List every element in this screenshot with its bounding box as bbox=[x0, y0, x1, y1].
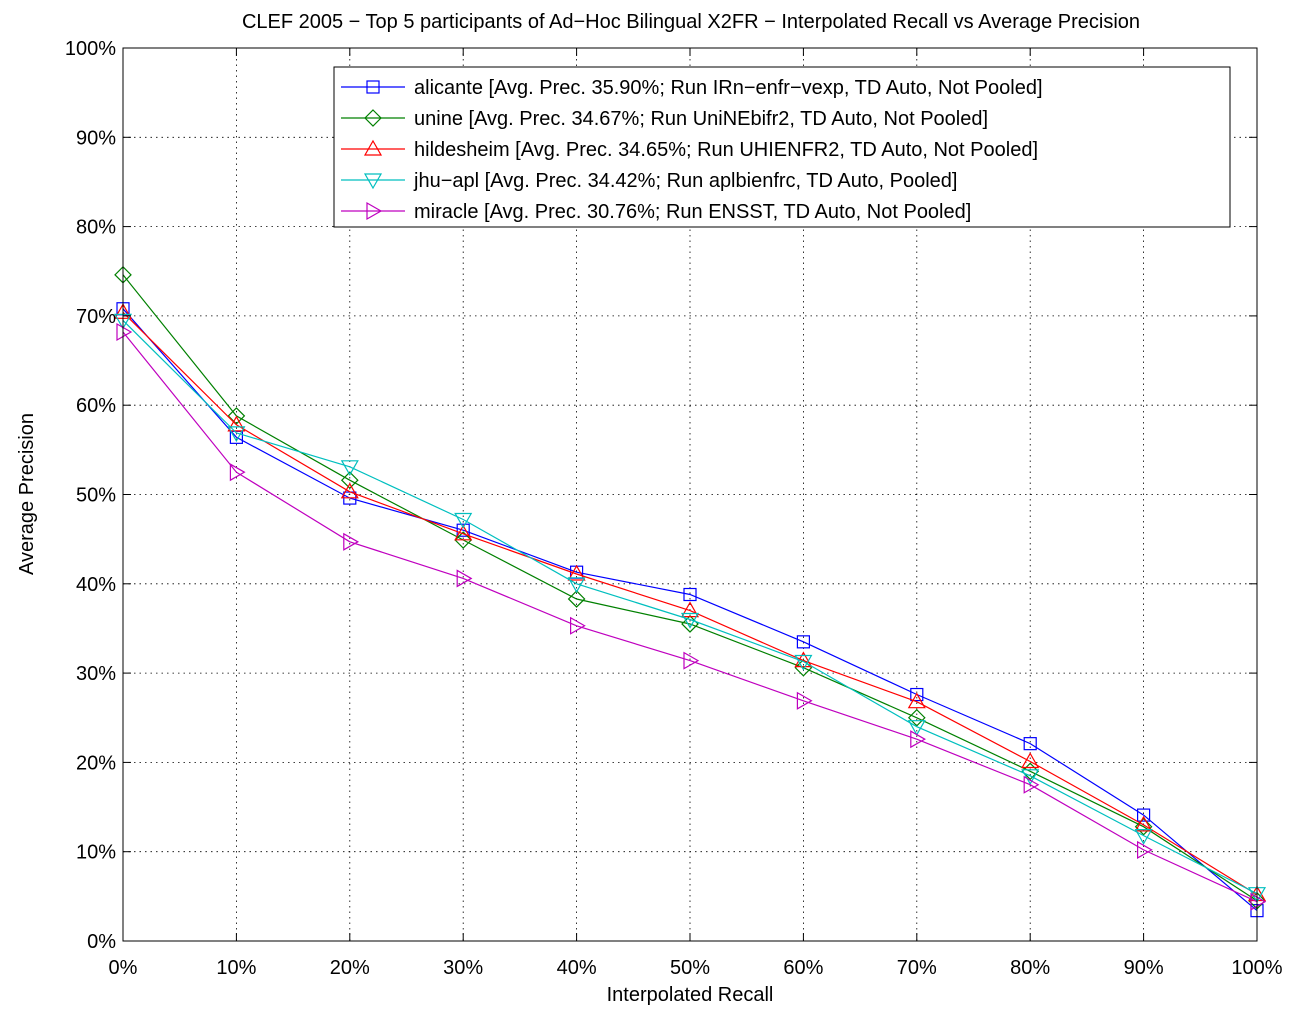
series-1 bbox=[114, 265, 1266, 910]
data-point bbox=[1134, 829, 1153, 845]
series-layer bbox=[113, 265, 1267, 918]
ticks: 0% 10% 20% 30% 40% 50% 60% 70% 80% 90% 100% 0% 10% 20… bbox=[65, 38, 1283, 979]
legend-label: miracle [Avg. Prec. 30.76%; Run ENSST, T… bbox=[414, 201, 971, 223]
legend-label: jhu−apl [Avg. Prec. 34.42%; Run aplbienf… bbox=[413, 170, 958, 192]
legend-label: unine [Avg. Prec. 34.67%; Run UniNEbifr2… bbox=[414, 108, 988, 130]
data-point bbox=[796, 691, 813, 710]
data-point bbox=[567, 590, 586, 608]
data-point bbox=[910, 730, 927, 749]
data-point bbox=[907, 708, 926, 727]
data-point bbox=[907, 692, 926, 709]
data-point bbox=[340, 471, 359, 490]
x-axis-label: Interpolated Recall bbox=[607, 984, 774, 1006]
data-point bbox=[454, 512, 473, 529]
x-tick-label: 90% bbox=[1124, 957, 1164, 979]
legend-item: unine [Avg. Prec. 34.67%; Run UniNEbifr2… bbox=[341, 108, 988, 130]
legend-marker bbox=[364, 109, 382, 127]
data-point bbox=[1021, 769, 1040, 786]
x-tick-label: 30% bbox=[443, 957, 483, 979]
x-tick-label: 100% bbox=[1231, 957, 1282, 979]
y-tick-label: 10% bbox=[76, 842, 116, 864]
data-point bbox=[1136, 808, 1151, 822]
y-tick-label: 30% bbox=[76, 663, 116, 685]
data-point bbox=[910, 687, 924, 702]
series-4 bbox=[116, 322, 1267, 911]
data-point bbox=[680, 601, 700, 618]
data-point bbox=[456, 523, 470, 537]
series-line bbox=[122, 311, 1258, 896]
x-tick-label: 20% bbox=[330, 957, 370, 979]
series-line bbox=[122, 274, 1258, 902]
x-tick-label: 40% bbox=[557, 957, 597, 979]
data-point bbox=[343, 532, 360, 551]
legend-item: jhu−apl [Avg. Prec. 34.42%; Run aplbienf… bbox=[341, 170, 958, 192]
data-point bbox=[1136, 840, 1153, 859]
x-tick-label: 10% bbox=[216, 957, 256, 979]
legend-item: alicante [Avg. Prec. 35.90%; Run IRn−enf… bbox=[341, 77, 1043, 99]
y-tick-label: 80% bbox=[76, 217, 116, 239]
series-line bbox=[122, 308, 1258, 912]
legend-marker bbox=[366, 80, 380, 94]
data-point bbox=[227, 407, 246, 425]
x-tick-label: 60% bbox=[783, 957, 823, 979]
legend-label: hildesheim [Avg. Prec. 34.65%; Run UHIEN… bbox=[414, 139, 1038, 161]
y-tick-label: 50% bbox=[76, 485, 116, 507]
data-point bbox=[1250, 892, 1267, 911]
data-point bbox=[1023, 737, 1037, 751]
data-point bbox=[680, 612, 700, 629]
legend-label: alicante [Avg. Prec. 35.90%; Run IRn−enf… bbox=[414, 77, 1043, 99]
data-point bbox=[796, 635, 811, 649]
data-point bbox=[1021, 752, 1040, 769]
legend: alicante [Avg. Prec. 35.90%; Run IRn−enf… bbox=[333, 66, 1231, 228]
y-tick-label: 70% bbox=[76, 306, 116, 328]
data-point bbox=[567, 577, 586, 594]
x-tick-label: 70% bbox=[897, 957, 937, 979]
data-point bbox=[567, 564, 586, 581]
data-point bbox=[454, 531, 473, 549]
x-tick-label: 50% bbox=[670, 957, 710, 979]
series-line bbox=[122, 331, 1258, 903]
data-point bbox=[569, 616, 586, 635]
y-tick-label: 100% bbox=[65, 38, 116, 60]
series-3 bbox=[113, 313, 1267, 903]
y-tick-label: 60% bbox=[76, 395, 116, 417]
y-axis-label: Average Precision bbox=[16, 413, 38, 575]
y-tick-label: 40% bbox=[76, 574, 116, 596]
series-line bbox=[122, 319, 1258, 895]
legend-marker bbox=[366, 201, 383, 221]
y-tick-label: 0% bbox=[87, 931, 116, 953]
chart-title: CLEF 2005 − Top 5 participants of Ad−Hoc… bbox=[242, 11, 1140, 33]
data-point bbox=[227, 415, 246, 432]
data-point bbox=[227, 426, 246, 443]
x-tick-label: 0% bbox=[109, 957, 138, 979]
x-tick-label: 80% bbox=[1010, 957, 1050, 979]
y-tick-label: 20% bbox=[76, 752, 116, 774]
data-point bbox=[340, 482, 359, 499]
data-point bbox=[683, 651, 700, 670]
data-point bbox=[1134, 817, 1153, 836]
data-point bbox=[456, 569, 473, 588]
data-point bbox=[1021, 762, 1040, 781]
data-point bbox=[229, 463, 246, 482]
legend-marker bbox=[363, 139, 383, 156]
legend-box bbox=[333, 66, 1231, 228]
data-point bbox=[1023, 775, 1040, 794]
data-point bbox=[794, 654, 813, 671]
legend-marker bbox=[363, 173, 383, 190]
legend-item: hildesheim [Avg. Prec. 34.65%; Run UHIEN… bbox=[341, 139, 1038, 161]
data-point bbox=[683, 587, 697, 602]
legend-item: miracle [Avg. Prec. 30.76%; Run ENSST, T… bbox=[341, 201, 971, 223]
data-point bbox=[116, 322, 133, 342]
data-point bbox=[907, 720, 926, 736]
data-point bbox=[1134, 815, 1153, 832]
data-point bbox=[340, 460, 359, 477]
y-tick-label: 90% bbox=[76, 127, 116, 149]
data-point bbox=[454, 524, 473, 541]
